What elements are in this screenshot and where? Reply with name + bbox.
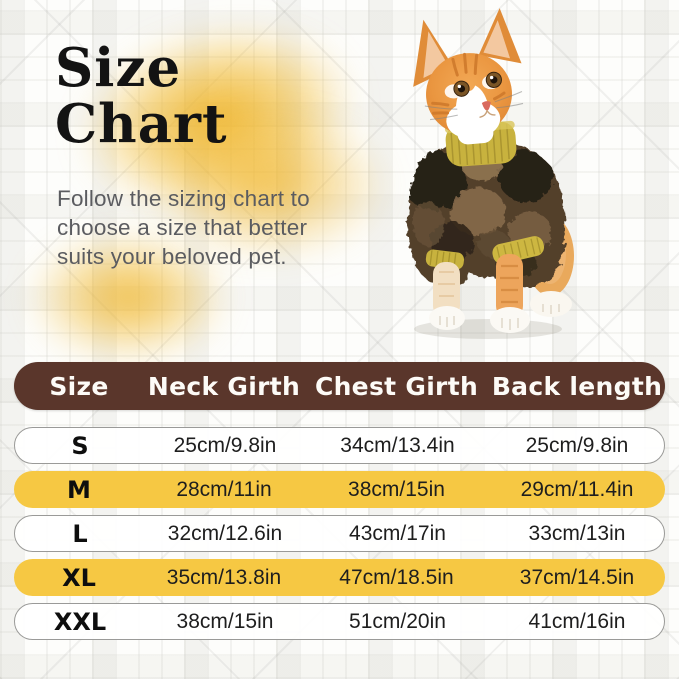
chest-girth-value: 38cm/15in <box>348 477 445 501</box>
title-line: Size <box>55 37 182 99</box>
back-length-value: 33cm/13in <box>528 521 626 545</box>
title-line: Chart <box>55 93 228 155</box>
column-header-neck-girth: Neck Girth <box>147 371 301 401</box>
cat-photo <box>398 4 588 349</box>
table-row-xxl: XXL 38cm/15in 51cm/20in 41cm/16in <box>14 603 665 640</box>
column-header-size: Size <box>49 371 109 401</box>
chest-girth-value: 47cm/18.5in <box>339 565 454 589</box>
size-label: S <box>71 431 89 460</box>
chest-girth-value: 51cm/20in <box>349 609 446 633</box>
column-header-chest-girth: Chest Girth <box>314 371 479 401</box>
table-row-xl: XL 35cm/13.8in 47cm/18.5in 37cm/14.5in <box>14 559 665 596</box>
table-row-l: L 32cm/12.6in 43cm/17in 33cm/13in <box>14 515 665 552</box>
size-label: XXL <box>53 607 107 636</box>
page-title: Size Chart <box>55 40 227 152</box>
back-length-value: 25cm/9.8in <box>525 433 629 457</box>
table-row-s: S 25cm/9.8in 34cm/13.4in 25cm/9.8in <box>14 427 665 464</box>
neck-girth-value: 25cm/9.8in <box>173 433 277 457</box>
column-header-back-length: Back length <box>491 371 663 401</box>
subtitle-line: suits your beloved pet. <box>57 244 287 269</box>
neck-girth-value: 35cm/13.8in <box>166 565 282 589</box>
neck-girth-value: 32cm/12.6in <box>167 521 283 545</box>
back-length-value: 29cm/11.4in <box>520 477 634 501</box>
chest-girth-value: 43cm/17in <box>349 521 446 545</box>
neck-girth-value: 28cm/11in <box>176 477 272 501</box>
page-subtitle: Follow the sizing chart to choose a size… <box>57 184 310 271</box>
neck-girth-value: 38cm/15in <box>176 609 274 633</box>
subtitle-line: choose a size that better <box>57 215 308 240</box>
chest-girth-value: 34cm/13.4in <box>340 433 455 457</box>
subtitle-line: Follow the sizing chart to <box>57 186 310 211</box>
size-label: M <box>67 475 91 504</box>
table-row-m: M 28cm/11in 38cm/15in 29cm/11.4in <box>14 471 665 508</box>
size-table: Size Neck Girth Chest Girth Back length … <box>14 362 665 640</box>
back-length-value: 37cm/14.5in <box>519 565 635 589</box>
size-label: L <box>72 519 88 548</box>
table-header-row: Size Neck Girth Chest Girth Back length <box>14 362 665 410</box>
size-label: XL <box>62 563 96 592</box>
back-length-value: 41cm/16in <box>528 609 626 633</box>
